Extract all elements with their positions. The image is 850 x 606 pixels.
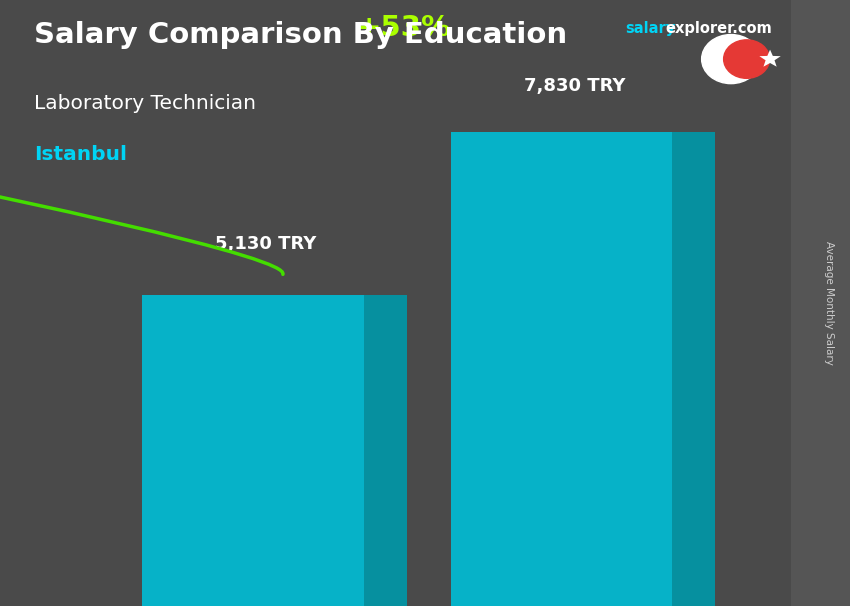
- Polygon shape: [759, 50, 781, 67]
- Polygon shape: [142, 295, 364, 606]
- Circle shape: [723, 40, 769, 78]
- Text: Salary Comparison By Education: Salary Comparison By Education: [34, 21, 567, 49]
- Text: salary: salary: [625, 21, 675, 36]
- Text: 7,830 TRY: 7,830 TRY: [524, 77, 625, 95]
- Polygon shape: [364, 295, 407, 606]
- Text: Laboratory Technician: Laboratory Technician: [34, 94, 256, 113]
- Text: +53%: +53%: [357, 15, 451, 42]
- FancyBboxPatch shape: [0, 0, 790, 606]
- Polygon shape: [450, 132, 672, 606]
- Polygon shape: [672, 132, 716, 606]
- Text: Average Monthly Salary: Average Monthly Salary: [824, 241, 834, 365]
- Circle shape: [701, 35, 760, 84]
- Text: Istanbul: Istanbul: [34, 145, 127, 164]
- FancyArrowPatch shape: [0, 0, 283, 275]
- Text: explorer.com: explorer.com: [666, 21, 773, 36]
- Text: 5,130 TRY: 5,130 TRY: [215, 235, 317, 253]
